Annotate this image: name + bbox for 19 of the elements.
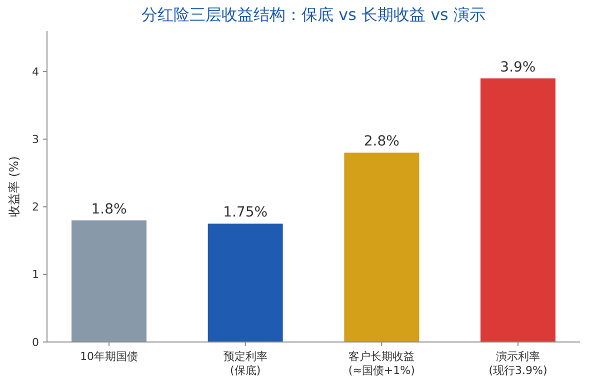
y-axis-title: 收益率 (%)	[7, 156, 21, 217]
bar	[344, 152, 420, 342]
data-label: 1.75%	[223, 204, 268, 221]
y-tick-label: 1	[32, 268, 39, 282]
bar	[480, 78, 556, 342]
y-tick-label: 0	[32, 336, 39, 349]
y-tick-label: 2	[32, 200, 39, 214]
data-label: 3.9%	[500, 59, 536, 76]
x-tick-label: 客户长期收益 (≈国债+1%)	[348, 350, 415, 377]
x-tick-label: 演示利率 (现行3.9%)	[488, 350, 548, 377]
x-tick-label: 预定利率 (保底)	[223, 350, 268, 377]
y-tick-label: 4	[32, 65, 39, 78]
bar	[72, 220, 147, 342]
bar	[208, 224, 283, 342]
x-tick-label: 10年期国债	[80, 350, 138, 363]
chart-title: 分红险三层收益结构：保底 vs 长期收益 vs 演示	[142, 5, 486, 24]
data-label: 2.8%	[364, 134, 400, 150]
data-label: 1.8%	[91, 201, 127, 218]
y-tick-label: 3	[32, 133, 39, 146]
